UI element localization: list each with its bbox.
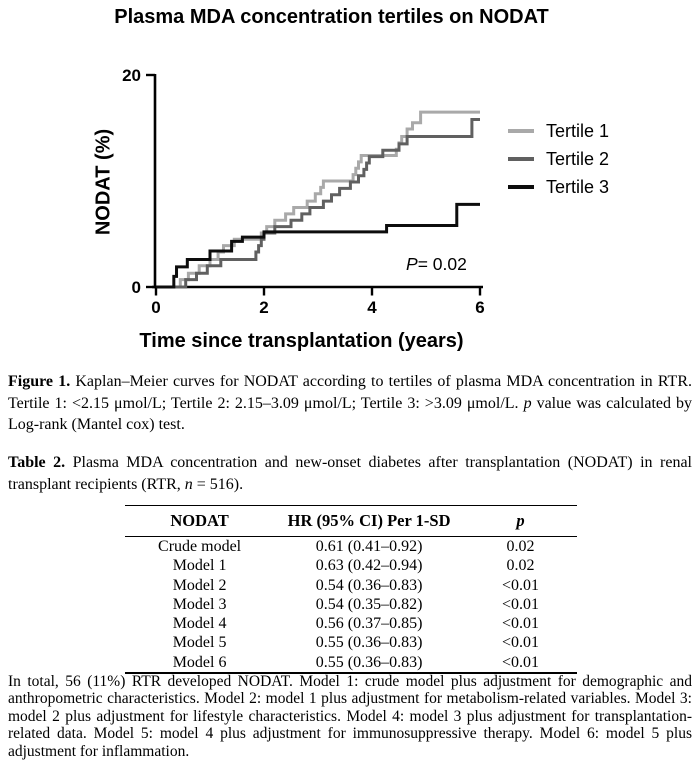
- figure-caption-text-1: Kaplan–Meier curves for NODAT according …: [8, 373, 692, 412]
- kaplan-meier-chart: 0 2 4 6 0 20: [122, 66, 485, 317]
- table-cell: 0.63 (0.42–0.94): [315, 557, 423, 575]
- table-header-cell: NODAT: [125, 505, 275, 537]
- table-caption-n: n: [184, 475, 193, 493]
- table-cell: <0.01: [501, 634, 539, 652]
- table-caption: Table 2. Plasma MDA concentration and ne…: [8, 452, 692, 495]
- table-row: Crude model 0.61 (0.41–0.92) 0.02: [125, 537, 577, 557]
- table-row: Model 2 0.54 (0.36–0.83) <0.01: [125, 576, 577, 595]
- table-cell: <0.01: [501, 615, 539, 633]
- table-cell: Model 6: [172, 653, 227, 671]
- legend-swatch: [508, 157, 534, 161]
- legend-swatch: [508, 129, 534, 133]
- legend-label: Tertile 2: [546, 148, 610, 169]
- figure-caption-label: Figure 1.: [8, 373, 71, 390]
- table-cell: Crude model: [158, 538, 242, 555]
- legend-item-tertile-2: Tertile 2: [508, 145, 609, 173]
- table-row: Model 1 0.63 (0.42–0.94) 0.02: [125, 556, 577, 575]
- y-tick-label: 20: [122, 66, 141, 85]
- table-cell: 0.54 (0.35–0.82): [315, 595, 423, 613]
- legend-label: Tertile 3: [546, 176, 610, 197]
- legend-swatch: [508, 185, 534, 189]
- table-row: Model 5 0.55 (0.36–0.83) <0.01: [125, 633, 577, 652]
- table-row: Model 6 0.55 (0.36–0.83) <0.01: [125, 653, 577, 673]
- table-footnote: In total, 56 (11%) RTR developed NODAT. …: [8, 673, 692, 760]
- x-tick-label: 4: [367, 298, 377, 317]
- table-cell: 0.02: [506, 557, 535, 575]
- table-cell: Model 3: [172, 595, 227, 613]
- figure-caption-p: p: [523, 394, 532, 412]
- p-value-text: = 0.02: [417, 254, 467, 274]
- table-row: Model 3 0.54 (0.35–0.82) <0.01: [125, 595, 577, 614]
- figure-caption-text-2: value was calculated by Log-rank (Mantel…: [8, 394, 693, 434]
- table-cell: Model 1: [172, 557, 227, 575]
- table-cell: Model 4: [172, 615, 227, 633]
- table-cell: <0.01: [501, 595, 539, 613]
- table-row: Model 4 0.56 (0.37–0.85) <0.01: [125, 614, 577, 633]
- table-header-cell: p: [463, 505, 577, 537]
- table-cell: 0.55 (0.36–0.83): [315, 653, 423, 671]
- table-caption-text-1: Plasma MDA concentration and new-onset d…: [8, 454, 692, 493]
- figure-caption: Figure 1. Kaplan–Meier curves for NODAT …: [8, 371, 692, 436]
- x-tick-label: 6: [475, 298, 484, 317]
- results-table-header: NODAT HR (95% CI) Per 1-SD p: [125, 505, 577, 537]
- km-curve-tertile-3: [156, 202, 480, 289]
- table-cell: 0.54 (0.36–0.83): [315, 576, 423, 594]
- results-table-body: Crude model 0.61 (0.41–0.92) 0.02 Model 1 0.…: [125, 537, 577, 674]
- p-value-symbol: P: [406, 254, 418, 274]
- y-axis-title: NODAT (%): [92, 128, 115, 236]
- km-curve-tertile-2: [156, 118, 480, 289]
- table-header-row: NODAT HR (95% CI) Per 1-SD p: [125, 505, 577, 537]
- table-cell: <0.01: [501, 653, 539, 671]
- table-caption-label: Table 2.: [8, 454, 66, 471]
- table-cell: <0.01: [501, 576, 539, 594]
- table-cell: 0.55 (0.36–0.83): [315, 634, 423, 652]
- table-cell: Model 5: [172, 634, 227, 652]
- legend-label: Tertile 1: [546, 120, 610, 141]
- results-table: NODAT HR (95% CI) Per 1-SD p Crude model 0.…: [125, 505, 577, 675]
- y-tick-label: 0: [132, 278, 141, 297]
- table-header-cell: HR (95% CI) Per 1-SD: [274, 505, 464, 537]
- x-tick-label: 2: [259, 298, 268, 317]
- legend-item-tertile-3: Tertile 3: [508, 173, 609, 201]
- table-cell: Model 2: [172, 576, 227, 594]
- x-axis-title: Time since transplantation (years): [139, 330, 464, 352]
- p-value-annotation: P= 0.02: [406, 254, 467, 275]
- legend-item-tertile-1: Tertile 1: [508, 117, 609, 145]
- table-caption-text-2: = 516).: [192, 475, 244, 493]
- x-tick-label: 0: [151, 298, 160, 317]
- table-cell: 0.56 (0.37–0.85): [315, 615, 423, 633]
- chart-legend: Tertile 1 Tertile 2 Tertile 3: [508, 117, 609, 201]
- table-cell: 0.61 (0.41–0.92): [315, 538, 423, 555]
- table-cell: 0.02: [506, 538, 535, 555]
- chart-title: Plasma MDA concentration tertiles on NOD…: [114, 6, 549, 28]
